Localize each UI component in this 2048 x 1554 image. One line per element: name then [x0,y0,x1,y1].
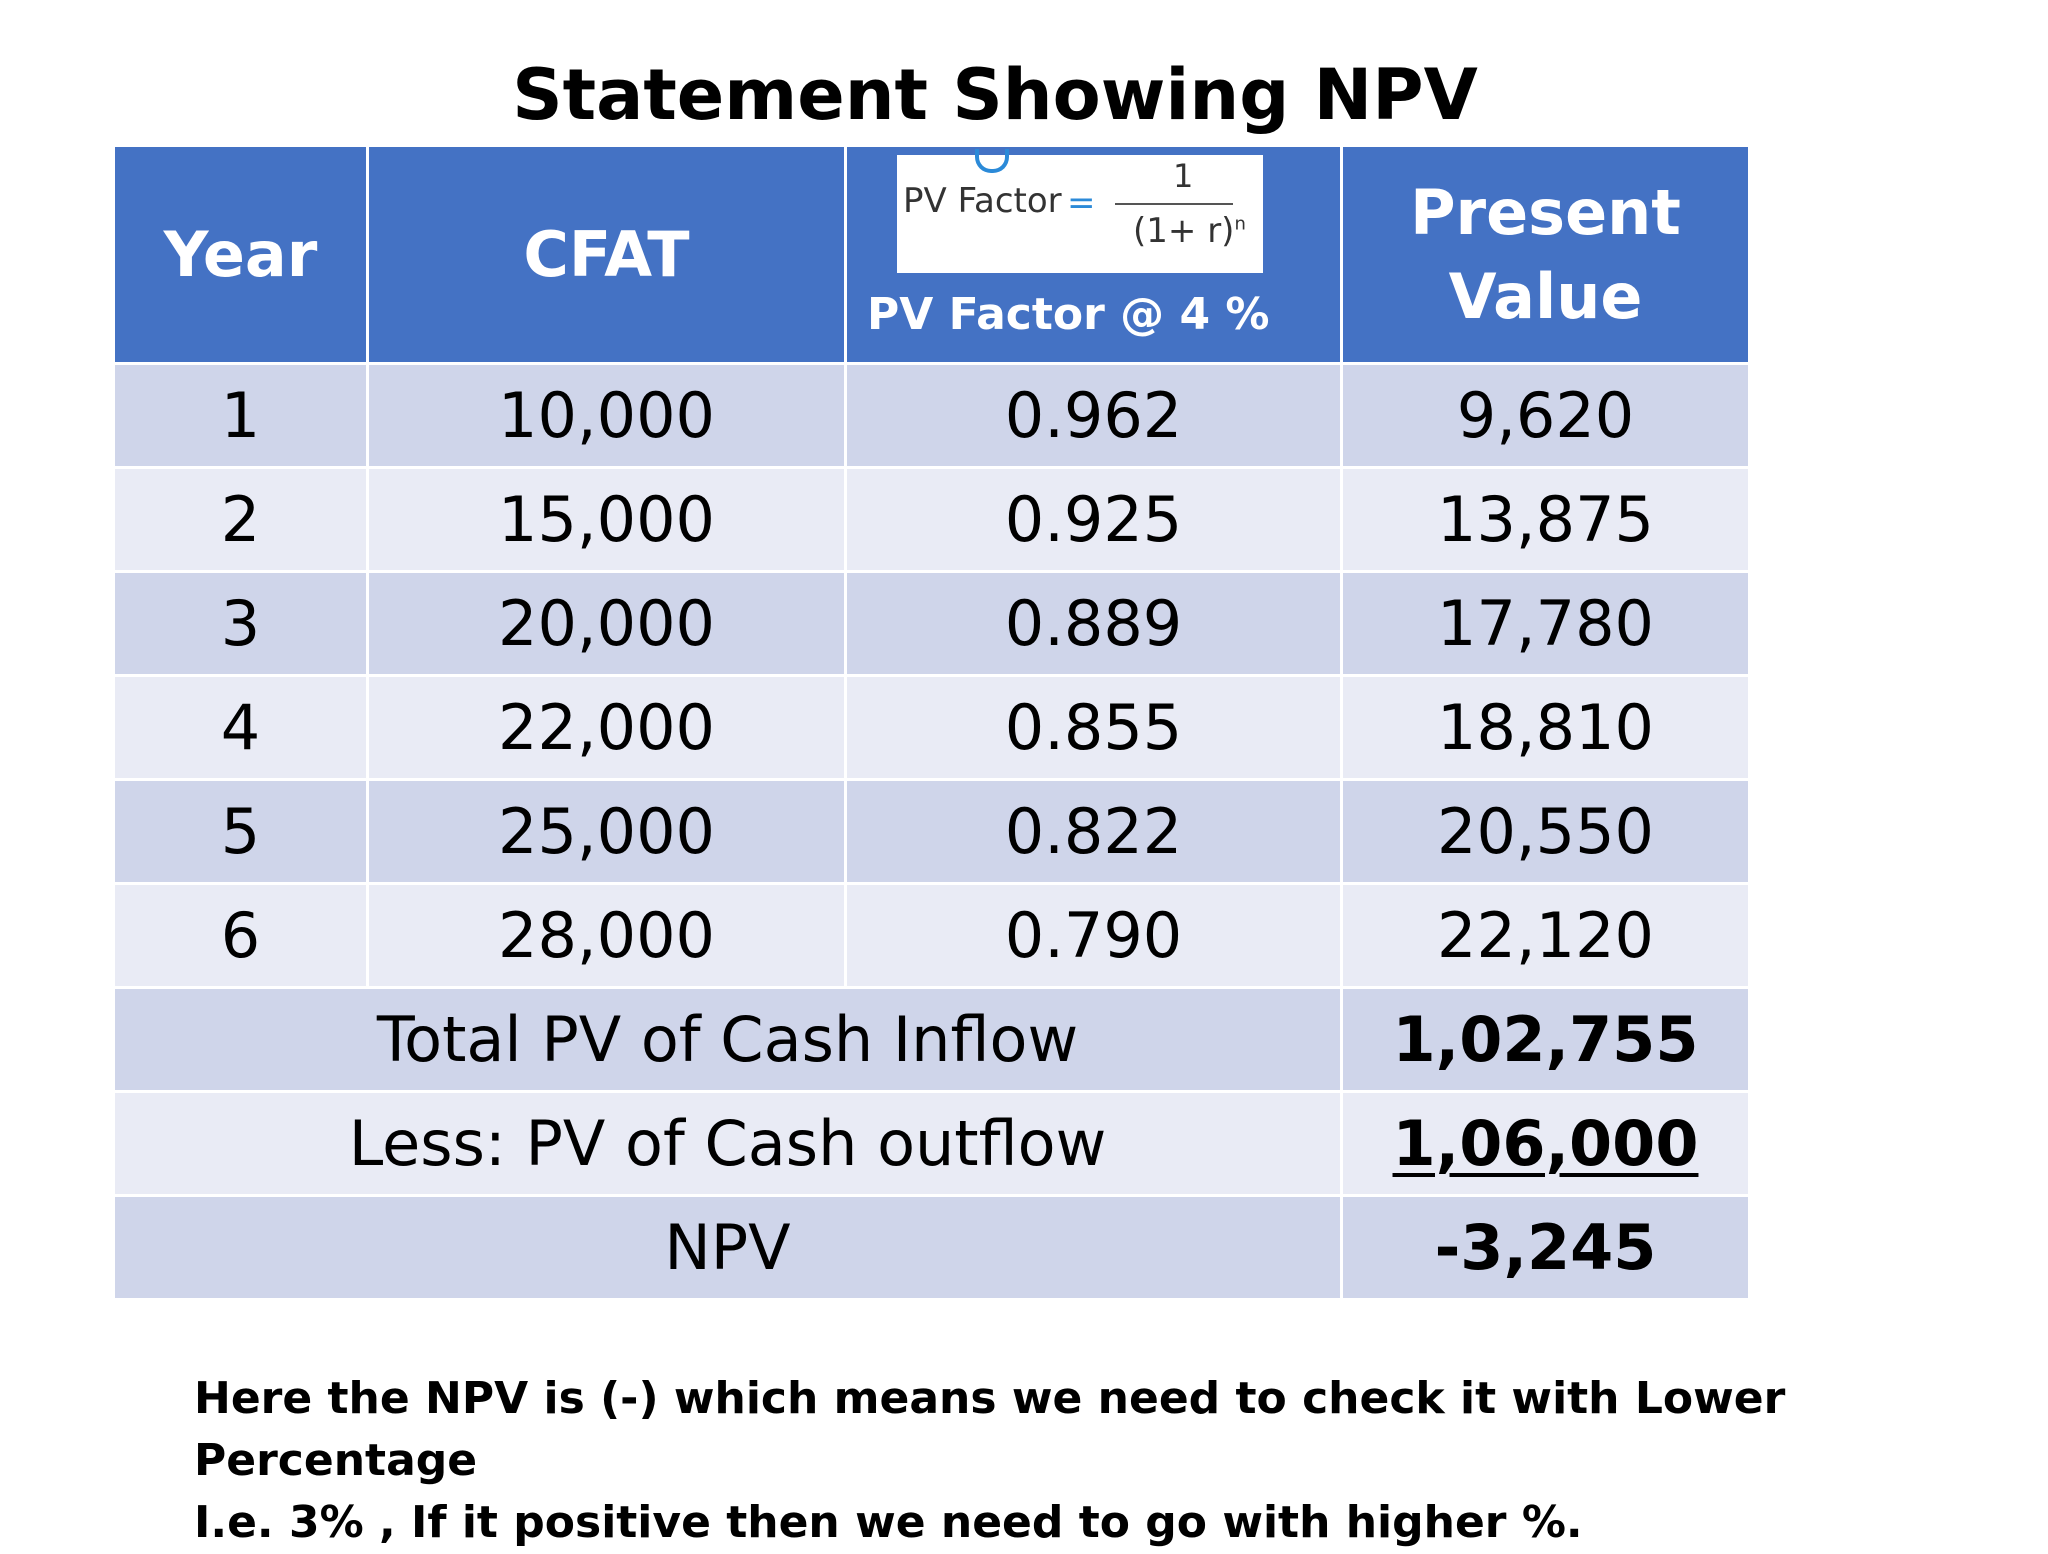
present-value-line1: Present [1410,175,1681,249]
present-value-cell: 9,620 [1340,362,1751,469]
year-cell: 3 [112,570,369,677]
year-cell: 6 [112,882,369,989]
header-pv-factor: PV Factor = 1 (1+ r)n PV Factor @ 4 % [844,144,1343,365]
formula-denominator-wrap: (1+ r)n [1133,211,1246,251]
header-cfat: CFAT [366,144,847,365]
outflow-label: Less: PV of Cash outflow [112,1090,1343,1197]
present-value-cell: 18,810 [1340,674,1751,781]
cfat-cell: 20,000 [366,570,847,677]
table-row: 6 28,000 0.790 22,120 [112,882,1751,989]
table-row: 4 22,000 0.855 18,810 [112,674,1751,781]
outflow-value: 1,06,000 [1392,1107,1699,1180]
header-present-value: Present Value [1340,144,1751,365]
year-cell: 1 [112,362,369,469]
table-row: 3 20,000 0.889 17,780 [112,570,1751,677]
pv-factor-cell: 0.889 [844,570,1343,677]
total-value: 1,02,755 [1340,986,1751,1093]
formula-denominator: (1+ r) [1133,211,1235,251]
outflow-value-cell: 1,06,000 [1340,1090,1751,1197]
coin-icon [975,149,1009,173]
cfat-cell: 25,000 [366,778,847,885]
table-row: 2 15,000 0.925 13,875 [112,466,1751,573]
fraction-bar [1115,203,1233,205]
pv-factor-label: PV Factor @ 4 % [867,289,1270,340]
total-row: Total PV of Cash Inflow 1,02,755 [112,986,1751,1093]
formula-exponent: n [1234,213,1246,235]
present-value-cell: 22,120 [1340,882,1751,989]
formula-equals: = [1067,183,1096,223]
explanation-note: Here the NPV is (-) which means we need … [194,1368,1914,1554]
header-year: Year [112,144,369,365]
pv-factor-cell: 0.962 [844,362,1343,469]
cfat-cell: 15,000 [366,466,847,573]
year-cell: 4 [112,674,369,781]
present-value-line2: Value [1448,259,1643,333]
year-cell: 5 [112,778,369,885]
note-line-2: I.e. 3% , If it positive then we need to… [194,1497,1583,1548]
header-row: Year CFAT PV Factor = 1 (1+ r)n PV Facto… [112,144,1751,365]
npv-table: Year CFAT PV Factor = 1 (1+ r)n PV Facto… [112,144,1751,1301]
present-value-cell: 17,780 [1340,570,1751,677]
npv-label: NPV [112,1194,1343,1301]
table-row: 5 25,000 0.822 20,550 [112,778,1751,885]
npv-value: -3,245 [1340,1194,1751,1301]
formula-numerator: 1 [1173,157,1194,195]
year-cell: 2 [112,466,369,573]
formula-label: PV Factor [903,181,1062,221]
table-row: 1 10,000 0.962 9,620 [112,362,1751,469]
total-label: Total PV of Cash Inflow [112,986,1343,1093]
cfat-cell: 22,000 [366,674,847,781]
present-value-cell: 20,550 [1340,778,1751,885]
cfat-cell: 10,000 [366,362,847,469]
cfat-cell: 28,000 [366,882,847,989]
pv-factor-cell: 0.822 [844,778,1343,885]
present-value-cell: 13,875 [1340,466,1751,573]
pv-factor-cell: 0.790 [844,882,1343,989]
note-line-1: Here the NPV is (-) which means we need … [194,1373,1786,1486]
outflow-row: Less: PV of Cash outflow 1,06,000 [112,1090,1751,1197]
pv-factor-formula: PV Factor = 1 (1+ r)n [897,149,1263,273]
pv-factor-cell: 0.925 [844,466,1343,573]
page-title: Statement Showing NPV [512,54,1478,136]
pv-factor-cell: 0.855 [844,674,1343,781]
npv-row: NPV -3,245 [112,1194,1751,1301]
